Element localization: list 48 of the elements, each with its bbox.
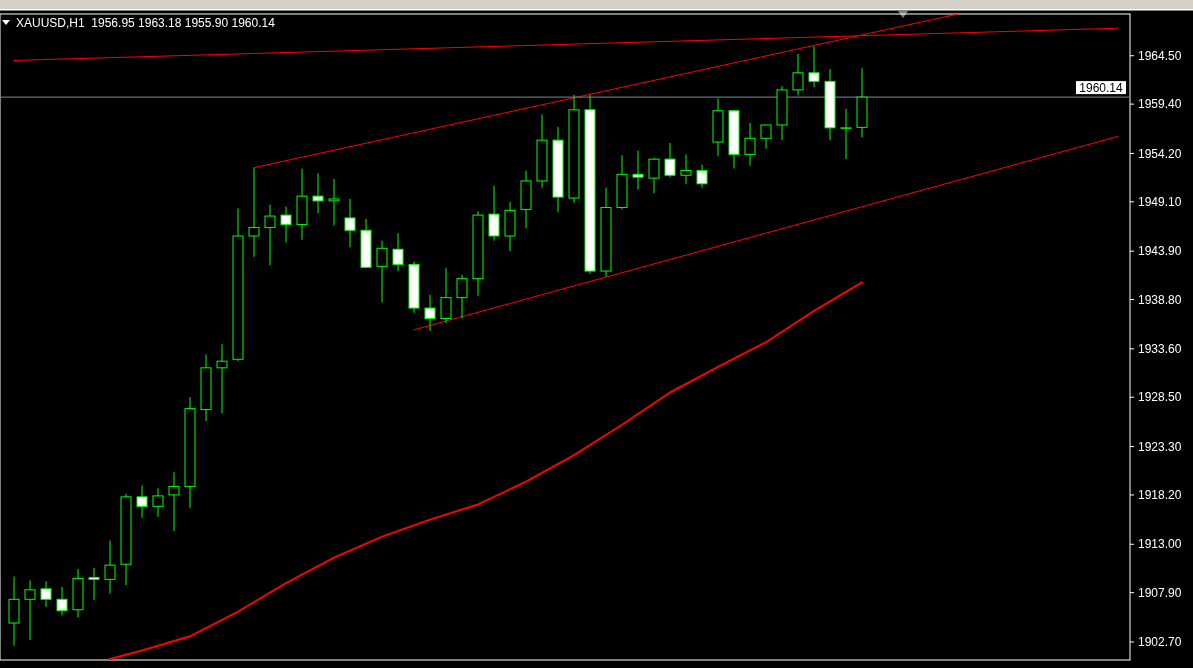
candlestick [152,487,164,518]
candlestick [632,150,644,190]
y-tick-label: 1907.90 [1138,585,1182,600]
y-tick-label: 1949.10 [1138,195,1182,210]
candlestick [8,576,20,647]
candlestick [88,567,100,601]
candlestick [264,204,276,266]
y-tick-label: 1913.00 [1138,537,1182,552]
candlestick [248,167,260,258]
candlestick [280,206,292,244]
candlestick [216,343,228,414]
y-tick-label: 1918.20 [1138,488,1182,503]
candlestick [376,240,388,303]
y-tick-label: 1928.50 [1138,390,1182,405]
y-tick-label: 1964.50 [1138,48,1182,63]
candlestick [488,185,500,242]
line-series [109,281,863,660]
y-tick-label: 1938.80 [1138,292,1182,307]
chart-title: XAUUSD,H1 1956.95 1963.18 1955.90 1960.14 [16,16,276,30]
candlestick [456,274,468,319]
candlestick [24,579,36,641]
candlestick [696,164,708,189]
y-tick-label: 1943.90 [1138,244,1182,259]
candlestick [328,178,340,227]
candlestick [392,232,404,272]
candlestick [664,142,676,178]
candlestick [344,198,356,248]
candlestick [168,471,180,532]
candlestick [312,172,324,214]
y-tick-label: 1954.20 [1138,146,1182,161]
y-tick-label: 1933.60 [1138,342,1182,357]
y-tick-label: 1902.70 [1138,635,1182,650]
candlestick [840,108,852,160]
candlestick [40,580,52,608]
candlestick [440,267,452,324]
candlestick [744,122,756,167]
candlestick [760,124,772,150]
candlestick [424,294,436,332]
candlestick [680,153,692,185]
candlestick [56,586,68,616]
y-tick-label: 1959.40 [1138,97,1182,112]
candlestick [792,53,804,97]
ref-line-label: 1960.14 [1079,80,1124,95]
candlestick [648,157,660,194]
candlestick [104,539,116,595]
candlestick [136,484,148,519]
y-tick-label: 1923.30 [1138,439,1182,454]
candlestick [808,45,820,88]
